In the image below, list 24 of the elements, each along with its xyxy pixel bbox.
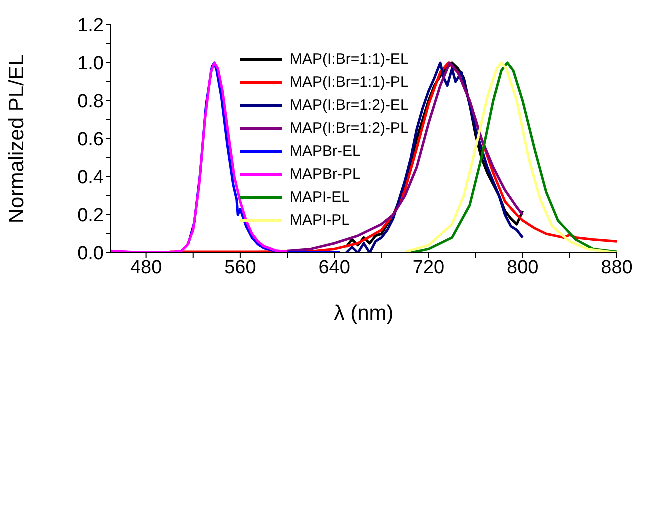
y-tick-label: 0.0 [78,244,104,265]
x-axis-title: λ (nm) [334,302,394,325]
y-tick-label: 0.8 [78,92,104,113]
legend-label: MAPBr-PL [290,166,361,183]
legend-label: MAP(I:Br=1:1)-EL [290,51,409,68]
legend-label: MAP(I:Br=1:2)-EL [290,97,409,114]
x-tick-label: 560 [224,257,256,278]
line-series [111,62,289,253]
legend-label: MAPBr-EL [290,143,361,160]
x-tick-label: 640 [318,257,350,278]
y-axis-title: Normalized PL/EL [5,54,28,224]
x-tick-label: 480 [130,257,162,278]
y-tick-label: 0.4 [78,168,104,189]
y-tick-label: 1.2 [78,16,104,37]
legend-label: MAP(I:Br=1:1)-PL [290,74,409,91]
x-tick-label: 800 [507,257,539,278]
x-tick-label: 720 [412,257,445,278]
legend-label: MAPI-EL [290,189,350,206]
y-tick-label: 0.2 [78,206,104,227]
legend-label: MAP(I:Br=1:2)-PL [290,120,409,137]
y-tick-label: 1.0 [78,54,104,75]
legend-label: MAPI-PL [290,212,350,229]
x-tick-label: 880 [601,257,633,278]
y-tick-label: 0.6 [78,130,104,151]
